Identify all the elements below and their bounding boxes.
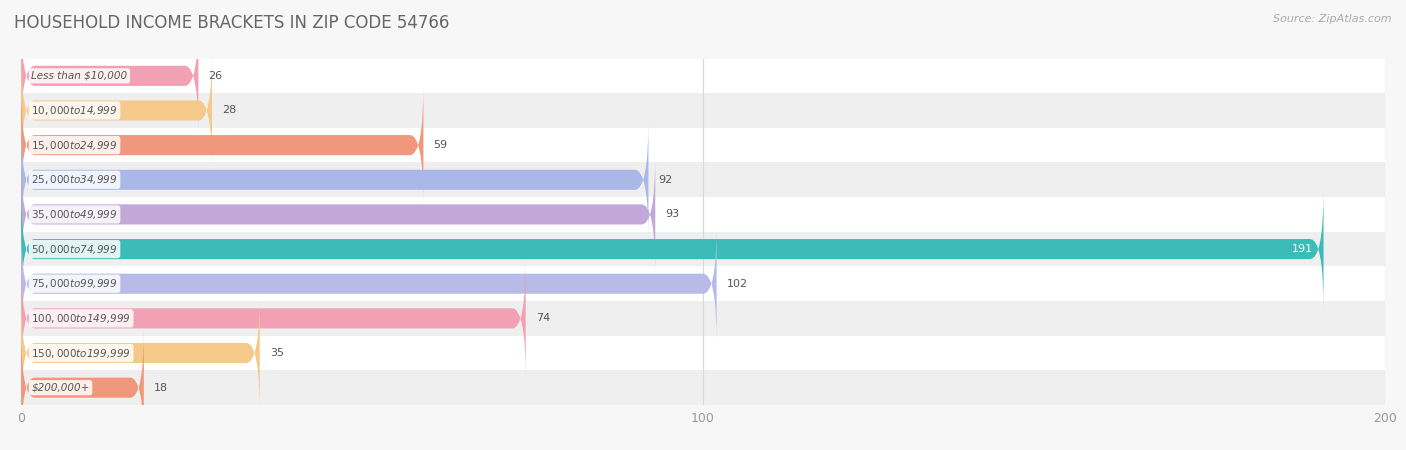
- Bar: [21, 336, 1385, 370]
- Text: $10,000 to $14,999: $10,000 to $14,999: [31, 104, 118, 117]
- FancyBboxPatch shape: [21, 155, 655, 274]
- Text: $100,000 to $149,999: $100,000 to $149,999: [31, 312, 131, 325]
- Bar: [21, 128, 1385, 162]
- Text: $50,000 to $74,999: $50,000 to $74,999: [31, 243, 118, 256]
- Text: Less than $10,000: Less than $10,000: [31, 71, 128, 81]
- Bar: [21, 162, 1385, 197]
- Text: 92: 92: [658, 175, 673, 185]
- FancyBboxPatch shape: [21, 328, 143, 447]
- Text: $200,000+: $200,000+: [31, 382, 90, 393]
- FancyBboxPatch shape: [21, 17, 198, 135]
- Text: 74: 74: [536, 313, 550, 324]
- Text: 191: 191: [1292, 244, 1313, 254]
- Text: 35: 35: [270, 348, 284, 358]
- Text: 102: 102: [727, 279, 748, 289]
- Text: 93: 93: [665, 209, 679, 220]
- Text: HOUSEHOLD INCOME BRACKETS IN ZIP CODE 54766: HOUSEHOLD INCOME BRACKETS IN ZIP CODE 54…: [14, 14, 450, 32]
- FancyBboxPatch shape: [21, 225, 717, 343]
- Text: $25,000 to $34,999: $25,000 to $34,999: [31, 173, 118, 186]
- FancyBboxPatch shape: [21, 294, 260, 412]
- Text: $15,000 to $24,999: $15,000 to $24,999: [31, 139, 118, 152]
- FancyBboxPatch shape: [21, 259, 526, 378]
- FancyBboxPatch shape: [21, 190, 1323, 308]
- Text: 59: 59: [433, 140, 447, 150]
- Bar: [21, 197, 1385, 232]
- FancyBboxPatch shape: [21, 86, 423, 204]
- Bar: [21, 58, 1385, 93]
- Bar: [21, 232, 1385, 266]
- Bar: [21, 370, 1385, 405]
- Bar: [21, 301, 1385, 336]
- Text: Source: ZipAtlas.com: Source: ZipAtlas.com: [1274, 14, 1392, 23]
- FancyBboxPatch shape: [21, 121, 648, 239]
- Text: 18: 18: [155, 382, 169, 393]
- FancyBboxPatch shape: [21, 51, 212, 170]
- Bar: [21, 266, 1385, 301]
- Text: 28: 28: [222, 105, 236, 116]
- Text: $35,000 to $49,999: $35,000 to $49,999: [31, 208, 118, 221]
- Text: $150,000 to $199,999: $150,000 to $199,999: [31, 346, 131, 360]
- Text: 26: 26: [208, 71, 222, 81]
- Text: $75,000 to $99,999: $75,000 to $99,999: [31, 277, 118, 290]
- Bar: [21, 93, 1385, 128]
